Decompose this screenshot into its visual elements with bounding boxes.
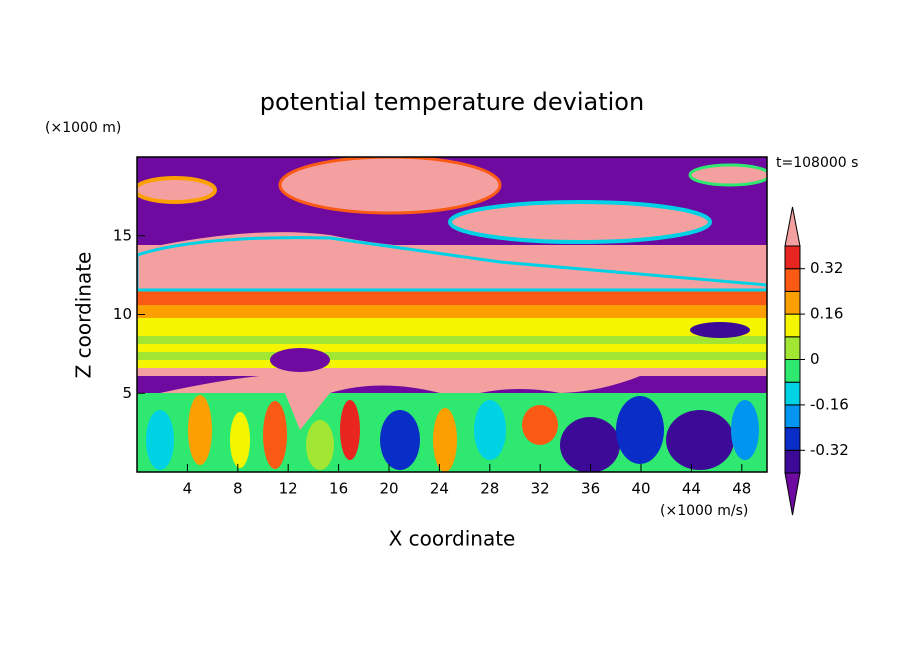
x-tick-label: 36 (581, 480, 600, 498)
x-tick-label: 12 (279, 480, 298, 498)
y-tick-label: 10 (113, 305, 132, 323)
colorbar-tick-label: 0 (810, 350, 820, 368)
y-tick-label: 5 (122, 384, 132, 402)
colorbar-tick-label: -0.32 (810, 441, 849, 459)
y-axis-label: Z coordinate (72, 252, 96, 379)
colorbar-tick-label: -0.16 (810, 395, 849, 413)
colorbar-box (784, 290, 801, 315)
colorbar-box (784, 245, 801, 270)
x-tick-label: 28 (480, 480, 499, 498)
colorbar-low (784, 472, 801, 516)
x-axis-label: X coordinate (389, 527, 516, 551)
y-tick-label: 15 (113, 226, 132, 244)
x-tick-label: 32 (531, 480, 550, 498)
y-unit: (×1000 m) (45, 120, 121, 136)
colorbar-box (784, 336, 801, 360)
colorbar-box (784, 404, 801, 429)
time-annotation: t=108000 s (776, 155, 858, 171)
x-tick-label: 44 (682, 480, 701, 498)
x-tick-label: 8 (233, 480, 243, 498)
colorbar-box (784, 359, 801, 383)
colorbar-box (784, 449, 801, 474)
chart-title: potential temperature deviation (260, 88, 644, 116)
colorbar-box (784, 381, 801, 406)
x-tick-label: 4 (183, 480, 193, 498)
x-unit: (×1000 m/s) (660, 503, 748, 519)
x-tick-label: 16 (329, 480, 348, 498)
colorbar-high (784, 206, 801, 247)
colorbar-tick-label: 0.16 (810, 305, 843, 323)
colorbar-tick-label: 0.32 (810, 259, 843, 277)
x-tick-label: 40 (631, 480, 650, 498)
x-tick-label: 24 (430, 480, 449, 498)
colorbar-box (784, 313, 801, 338)
colorbar-box (784, 268, 801, 292)
x-tick-label: 48 (732, 480, 751, 498)
contour-field (137, 157, 767, 472)
x-tick-label: 20 (379, 480, 398, 498)
colorbar-box (784, 427, 801, 451)
